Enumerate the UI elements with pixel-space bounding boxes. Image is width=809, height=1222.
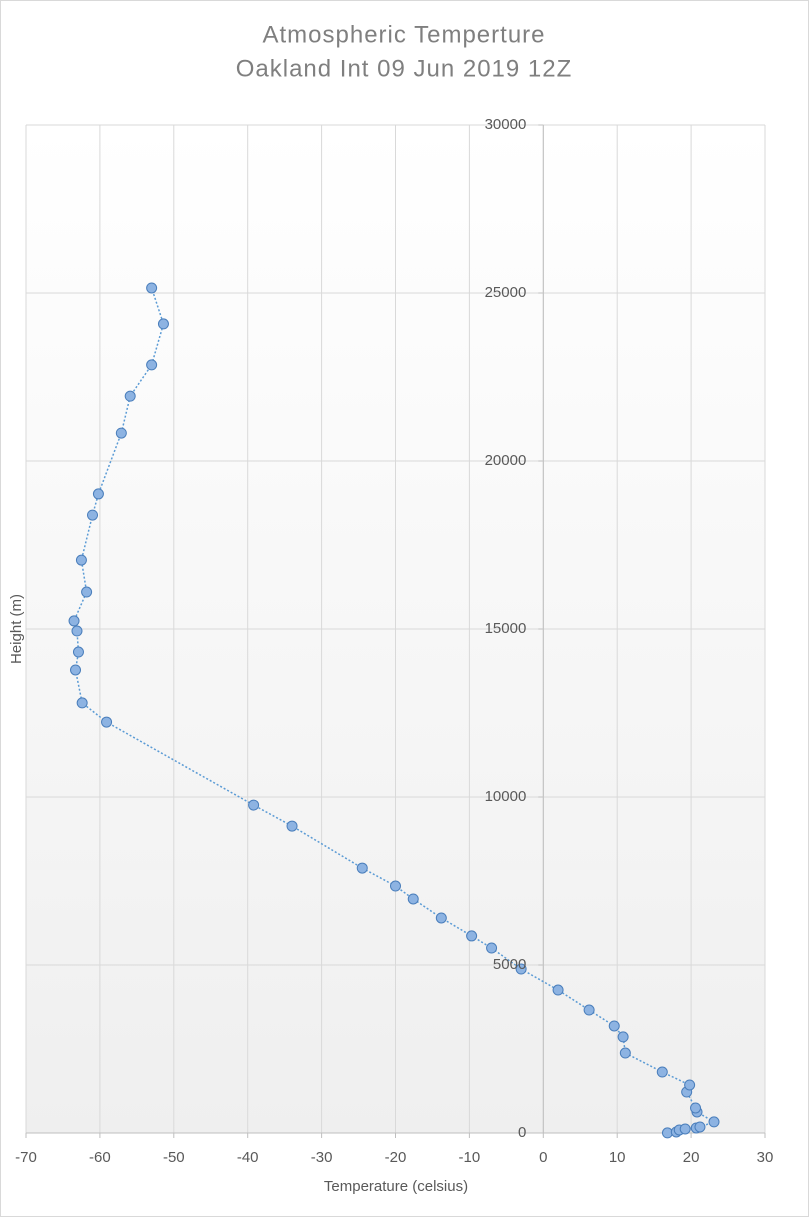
y-tick-label: 30000 <box>485 116 527 133</box>
data-point <box>124 390 136 402</box>
x-axis-title: Temperature (celsius) <box>324 1178 468 1195</box>
data-point <box>81 586 93 598</box>
x-tick-label: 0 <box>539 1149 547 1166</box>
x-tick-label: -60 <box>89 1149 111 1166</box>
data-point <box>70 664 82 676</box>
x-tick-label: 20 <box>683 1149 700 1166</box>
data-point <box>486 942 498 954</box>
data-point <box>101 716 113 728</box>
y-tick-label: 10000 <box>485 788 527 805</box>
y-tick-label: 0 <box>518 1124 526 1141</box>
x-tick-label: 10 <box>609 1149 626 1166</box>
data-point <box>435 912 447 924</box>
data-point <box>515 963 527 975</box>
x-tick-label: -50 <box>163 1149 185 1166</box>
chart-title: Atmospheric Temperture <box>263 21 546 48</box>
data-point <box>87 509 99 521</box>
x-tick-label: -70 <box>15 1149 37 1166</box>
data-point <box>75 554 87 566</box>
data-point <box>684 1079 696 1091</box>
y-tick-label: 5000 <box>493 956 526 973</box>
y-tick-label: 25000 <box>485 284 527 301</box>
y-tick-label: 20000 <box>485 452 527 469</box>
data-point <box>617 1031 629 1043</box>
data-point <box>248 799 260 811</box>
data-point <box>146 359 158 371</box>
data-point <box>583 1004 595 1016</box>
data-point <box>71 625 83 637</box>
data-point <box>92 488 104 500</box>
data-point <box>157 318 169 330</box>
data-point <box>72 646 84 658</box>
data-point <box>146 282 158 294</box>
y-axis-title: Height (m) <box>8 594 25 664</box>
data-point <box>694 1121 706 1133</box>
data-point <box>656 1066 668 1078</box>
x-tick-label: -10 <box>459 1149 481 1166</box>
data-point <box>115 427 127 439</box>
y-tick-label: 15000 <box>485 620 527 637</box>
x-tick-label: -20 <box>385 1149 407 1166</box>
data-point <box>466 930 478 942</box>
x-tick-label: 30 <box>757 1149 774 1166</box>
data-point <box>390 880 401 892</box>
data-point <box>68 615 80 627</box>
data-point <box>690 1102 702 1114</box>
chart-subtitle: Oakland Int 09 Jun 2019 12Z <box>236 55 573 82</box>
data-point <box>679 1123 691 1135</box>
data-point <box>356 862 368 874</box>
data-point <box>619 1047 631 1059</box>
x-tick-label: -40 <box>237 1149 259 1166</box>
data-point <box>552 984 564 996</box>
data-point <box>76 697 88 709</box>
data-point <box>708 1116 720 1128</box>
data-point <box>608 1020 620 1032</box>
data-point <box>407 893 419 905</box>
x-tick-label: -30 <box>311 1149 333 1166</box>
data-point <box>286 820 298 832</box>
